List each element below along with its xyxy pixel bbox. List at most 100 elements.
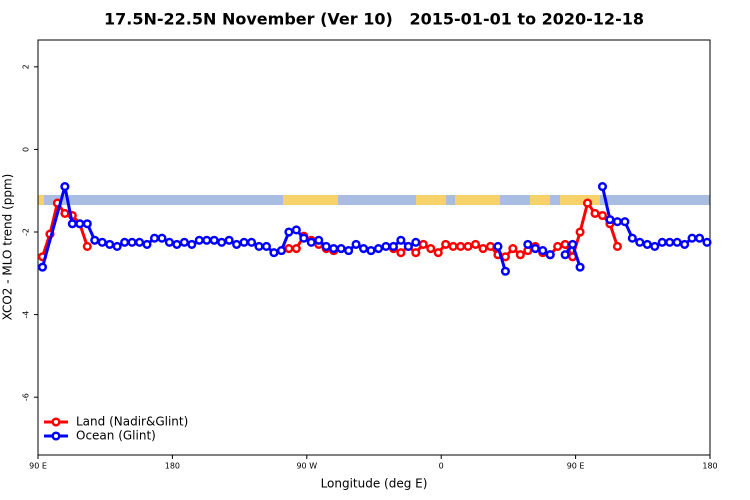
- series-point: [142, 239, 152, 249]
- series-point: [560, 250, 570, 260]
- legend-label: Land (Nadir&Glint): [76, 415, 188, 429]
- series-point: [448, 241, 458, 252]
- series-point: [172, 239, 182, 249]
- legend-marker: [51, 431, 61, 441]
- series-point: [694, 233, 705, 243]
- y-tick-label: 0: [22, 147, 31, 152]
- series-point: [672, 237, 682, 247]
- series-point: [388, 241, 398, 252]
- series-point: [493, 241, 503, 252]
- series-point: [82, 241, 92, 252]
- series-point: [224, 235, 234, 245]
- x-tick-label: 90 E: [567, 462, 585, 471]
- series-point: [523, 239, 533, 249]
- series-point: [515, 250, 525, 260]
- series-point: [433, 248, 443, 258]
- series-point: [358, 243, 369, 254]
- series-point: [530, 243, 540, 254]
- series-point: [642, 239, 652, 249]
- series-point: [657, 237, 667, 247]
- series-point: [112, 241, 122, 252]
- plot-frame: [37, 39, 711, 456]
- series-point: [635, 237, 645, 247]
- series-point: [60, 208, 70, 218]
- chart-title: 17.5N-22.5N November (Ver 10) 2015-01-01…: [104, 10, 644, 29]
- series-point: [680, 239, 690, 249]
- series-point: [426, 243, 436, 254]
- series-point: [254, 241, 264, 252]
- series-point: [470, 239, 481, 249]
- series-point: [456, 241, 466, 252]
- series-point: [485, 241, 496, 252]
- series-point: [314, 235, 324, 245]
- series-point: [306, 237, 316, 247]
- series-point: [194, 235, 204, 245]
- series-point: [284, 243, 294, 254]
- x-tick-label: 90 W: [296, 462, 317, 471]
- series-point: [127, 237, 137, 247]
- series-point: [82, 219, 92, 229]
- series-point: [37, 262, 48, 272]
- x-tick-label: 0: [439, 462, 444, 471]
- series-point: [396, 235, 406, 245]
- series-point: [411, 237, 421, 247]
- series-point: [590, 208, 600, 218]
- series-point: [463, 241, 473, 252]
- series-point: [90, 235, 100, 245]
- map-strip: [38, 195, 710, 205]
- series-point: [702, 237, 712, 247]
- x-tick-label: 180: [702, 462, 717, 471]
- y-tick-label: -4: [22, 311, 31, 319]
- series-point: [560, 239, 570, 249]
- series-point: [276, 246, 286, 256]
- series-point: [291, 225, 301, 235]
- series-point: [687, 233, 697, 243]
- series-point: [650, 241, 660, 252]
- series-point: [620, 217, 630, 227]
- series-point: [217, 237, 227, 247]
- series-point: [612, 217, 622, 227]
- x-tick-label: 180: [165, 462, 180, 471]
- series-point: [261, 241, 272, 252]
- series-point: [67, 219, 77, 229]
- series-point: [75, 219, 85, 229]
- series-point: [396, 248, 406, 258]
- series-point: [597, 182, 608, 192]
- series-point: [60, 182, 70, 192]
- series-point: [157, 233, 167, 243]
- series-point: [269, 248, 279, 258]
- series-point: [97, 237, 107, 247]
- series-point: [545, 250, 555, 260]
- y-tick-label: 2: [22, 64, 31, 69]
- series-point: [164, 237, 174, 247]
- y-tick-label: -6: [22, 393, 31, 401]
- series-point: [187, 239, 197, 249]
- series-point: [478, 243, 488, 254]
- series-point: [134, 237, 145, 247]
- series-point: [665, 237, 675, 247]
- x-tick-label: 90 E: [29, 462, 47, 471]
- series-point: [568, 239, 578, 249]
- series-point: [373, 243, 384, 254]
- series-point: [508, 243, 518, 254]
- series-point: [329, 243, 339, 254]
- x-axis-label: Longitude (deg E): [321, 477, 428, 491]
- series-point: [500, 266, 510, 276]
- series-point: [366, 246, 376, 256]
- series-point: [284, 227, 294, 237]
- series-point: [553, 241, 563, 252]
- series-point: [246, 237, 257, 247]
- series-point: [575, 262, 585, 272]
- series-point: [336, 243, 346, 254]
- series-point: [120, 237, 130, 247]
- series-point: [418, 239, 428, 249]
- series-point: [582, 198, 593, 208]
- series-point: [239, 237, 249, 247]
- legend-label: Ocean (Glint): [76, 429, 156, 443]
- series-point: [381, 241, 391, 252]
- series-point: [597, 210, 608, 221]
- series-point: [344, 246, 354, 256]
- series-point: [575, 227, 585, 237]
- series-point: [627, 233, 637, 243]
